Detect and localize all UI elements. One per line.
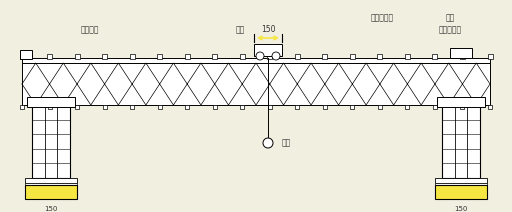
- Bar: [240, 105, 244, 109]
- Bar: [57, 105, 70, 178]
- Bar: [467, 105, 480, 178]
- Bar: [240, 54, 245, 59]
- Circle shape: [263, 138, 273, 148]
- Bar: [75, 105, 79, 109]
- Bar: [32, 105, 70, 178]
- Bar: [254, 44, 282, 56]
- Bar: [185, 54, 189, 59]
- Bar: [20, 105, 24, 109]
- Bar: [455, 105, 467, 178]
- Bar: [45, 105, 57, 178]
- Bar: [460, 54, 465, 59]
- Bar: [157, 54, 162, 59]
- Bar: [25, 178, 77, 183]
- Bar: [75, 54, 79, 59]
- Bar: [323, 54, 327, 59]
- Bar: [19, 54, 25, 59]
- Bar: [377, 54, 382, 59]
- Circle shape: [256, 52, 264, 60]
- Bar: [185, 105, 189, 109]
- Bar: [267, 54, 272, 59]
- Bar: [487, 54, 493, 59]
- Bar: [350, 54, 355, 59]
- Bar: [433, 54, 437, 59]
- Bar: [435, 183, 487, 186]
- Bar: [102, 54, 107, 59]
- Text: 天车: 天车: [445, 14, 455, 22]
- Bar: [32, 105, 45, 178]
- Bar: [158, 105, 162, 109]
- Bar: [437, 97, 485, 107]
- Text: 150: 150: [45, 206, 58, 212]
- Bar: [212, 105, 217, 109]
- Text: 伴拱导车: 伴拱导车: [81, 25, 99, 35]
- Bar: [295, 54, 300, 59]
- Bar: [442, 105, 455, 178]
- Circle shape: [272, 52, 280, 60]
- Bar: [130, 105, 134, 109]
- Bar: [25, 183, 77, 186]
- Bar: [27, 97, 75, 107]
- Bar: [295, 105, 300, 109]
- Bar: [406, 105, 410, 109]
- Bar: [378, 105, 382, 109]
- Bar: [48, 105, 52, 109]
- Bar: [435, 185, 487, 199]
- Bar: [323, 105, 327, 109]
- Bar: [20, 50, 32, 59]
- Text: 反座导树机: 反座导树机: [371, 14, 394, 22]
- Bar: [22, 63, 490, 105]
- Bar: [488, 105, 492, 109]
- Text: 天车: 天车: [236, 25, 245, 35]
- Bar: [435, 178, 487, 183]
- Text: 150: 150: [261, 25, 275, 35]
- Bar: [433, 105, 437, 109]
- Bar: [460, 105, 464, 109]
- Text: 150: 150: [454, 206, 467, 212]
- Text: 左引导树机: 左引导树机: [438, 25, 461, 35]
- Bar: [268, 105, 272, 109]
- Bar: [442, 105, 480, 178]
- Bar: [405, 54, 410, 59]
- Bar: [102, 105, 106, 109]
- Bar: [350, 105, 354, 109]
- Bar: [130, 54, 135, 59]
- Bar: [450, 48, 472, 58]
- Text: 吸锥: 吸锥: [282, 138, 291, 148]
- Bar: [22, 58, 490, 63]
- Bar: [47, 54, 52, 59]
- Bar: [25, 185, 77, 199]
- Bar: [212, 54, 217, 59]
